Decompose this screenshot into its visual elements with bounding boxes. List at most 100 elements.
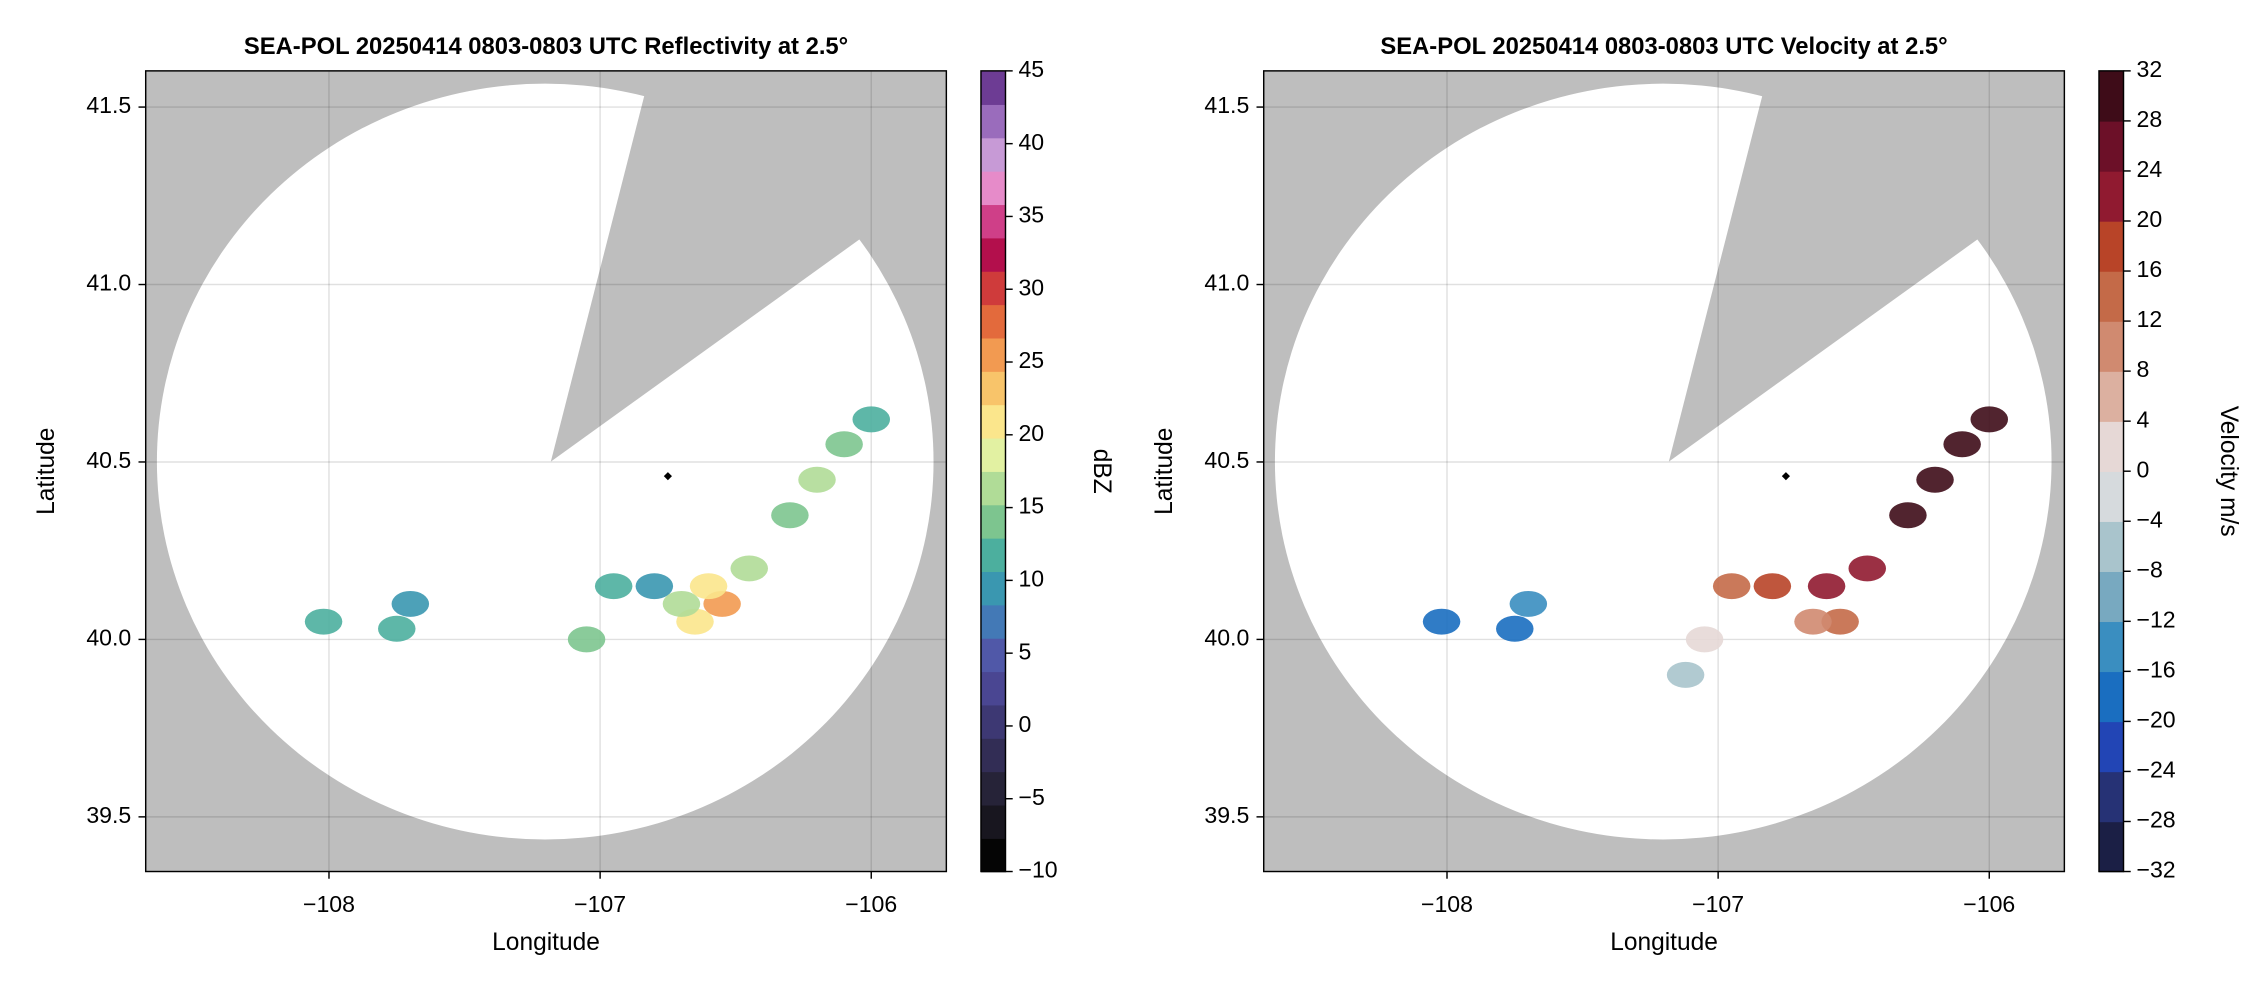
colorbar-segment [2098, 721, 2124, 773]
y-tick-label: 41.5 [1204, 92, 1249, 118]
x-tick-label: −106 [845, 891, 897, 917]
plot-area [145, 70, 947, 872]
x-tick-label: −108 [303, 891, 355, 917]
echo-cell [1848, 555, 1887, 582]
echo-cell [771, 502, 809, 529]
echo-cell [1496, 615, 1534, 642]
echo-cell [304, 608, 343, 635]
colorbar-tick-label: 0 [1018, 711, 1031, 737]
y-tick-label: 41.5 [86, 92, 131, 118]
echo-cell [730, 555, 768, 582]
colorbar-segment [980, 604, 1006, 639]
x-tick-label: −108 [1421, 891, 1473, 917]
colorbar-tick-label: 28 [2136, 106, 2162, 132]
colorbar-tick-label: 40 [1018, 129, 1044, 155]
colorbar-segment [980, 504, 1006, 539]
y-tick-label: 40.5 [1204, 447, 1249, 473]
colorbar-segment [2098, 471, 2124, 522]
echo-cell [594, 573, 633, 600]
colorbar-segment [2098, 571, 2124, 623]
y-tick-label: 39.5 [86, 802, 131, 828]
echo-cell [1970, 406, 2009, 433]
colorbar-tick-label: −20 [2136, 706, 2175, 732]
colorbar-frame [980, 70, 1007, 873]
y-tick-label: 41.0 [1204, 270, 1249, 296]
colorbar-tick-label: 16 [2136, 256, 2162, 282]
plot-area [1263, 70, 2065, 872]
colorbar-segment [980, 671, 1006, 706]
colorbar-segment [980, 804, 1006, 839]
colorbar-segment [980, 371, 1006, 406]
y-tick-label: 40.5 [86, 447, 131, 473]
colorbar-tick-label: 20 [2136, 206, 2162, 232]
x-tick-label: −107 [574, 891, 626, 917]
echo-cell [1753, 573, 1792, 600]
colorbar-tick-label: 20 [1018, 420, 1044, 446]
colorbar-segment [980, 437, 1006, 472]
axes-frame [144, 70, 948, 873]
colorbar-tick-label: 5 [1018, 638, 1031, 664]
colorbar-segment [980, 838, 1006, 873]
echo-cell [1889, 502, 1927, 529]
x-tick-label: −107 [1692, 891, 1744, 917]
echo-cell [1794, 608, 1832, 635]
colorbar-tick-label: 15 [1018, 493, 1044, 519]
colorbar-segment [2098, 271, 2124, 322]
colorbar-segment [2098, 771, 2124, 823]
colorbar-segment [2098, 120, 2124, 172]
chart-title: SEA-POL 20250414 0803-0803 UTC Reflectiv… [244, 33, 848, 60]
colorbar-tick-label: 32 [2136, 56, 2162, 82]
echo-cell [798, 466, 836, 493]
colorbar-segment [980, 771, 1006, 806]
colorbar-tick-label: 35 [1018, 202, 1044, 228]
colorbar-segment [980, 170, 1006, 206]
colorbar-tick-label: 30 [1018, 274, 1044, 300]
colorbar-segment [980, 204, 1006, 239]
colorbar-segment [2098, 371, 2124, 422]
colorbar-segment [980, 304, 1006, 339]
colorbar-segment [2098, 821, 2124, 873]
colorbar-tick-label: 45 [1018, 56, 1044, 82]
echo-cell [378, 615, 416, 642]
colorbar-tick-label: −32 [2136, 857, 2175, 883]
colorbar-tick-label: −24 [2136, 757, 2175, 783]
colorbar-segment [980, 104, 1006, 139]
colorbar-segment [2098, 70, 2124, 122]
echo-cell [1916, 466, 1954, 493]
colorbar-label: Velocity m/s [2215, 406, 2242, 537]
axes-frame [1262, 70, 2066, 873]
echo-cell [1712, 573, 1751, 600]
echo-cell [1807, 573, 1846, 600]
colorbar-tick-label: 25 [1018, 347, 1044, 373]
colorbar-segment [980, 471, 1006, 506]
colorbar-segment [980, 337, 1006, 372]
echo-cell [852, 406, 890, 433]
echo-cell [1509, 590, 1548, 617]
echo-cell [1943, 431, 1981, 458]
echo-cell [689, 573, 728, 600]
colorbar-segment [980, 271, 1006, 306]
echo-cell [662, 590, 701, 617]
colorbar-segment [980, 738, 1006, 773]
site-marker [1781, 472, 1790, 481]
colorbar-segment [2098, 621, 2124, 673]
echo-cell [567, 626, 606, 653]
colorbar-tick-label: 24 [2136, 156, 2162, 182]
colorbar-tick-label: 8 [2136, 356, 2149, 382]
colorbar-segment [2098, 671, 2124, 723]
site-marker [663, 472, 672, 481]
echo-cell [825, 431, 863, 458]
x-tick-label: −106 [1963, 891, 2015, 917]
colorbar-segment [980, 237, 1006, 272]
colorbar-segment [2098, 220, 2124, 272]
colorbar-segment [980, 637, 1006, 673]
y-tick-label: 39.5 [1204, 802, 1249, 828]
x-axis-label: Longitude [492, 929, 600, 956]
y-axis-label: Latitude [1151, 428, 1178, 515]
echo-cell [1666, 661, 1705, 688]
colorbar-tick-label: 4 [2136, 406, 2149, 432]
colorbar-segment [2098, 321, 2124, 372]
colorbar-segment [2098, 421, 2124, 472]
echo-cell [1422, 608, 1461, 635]
